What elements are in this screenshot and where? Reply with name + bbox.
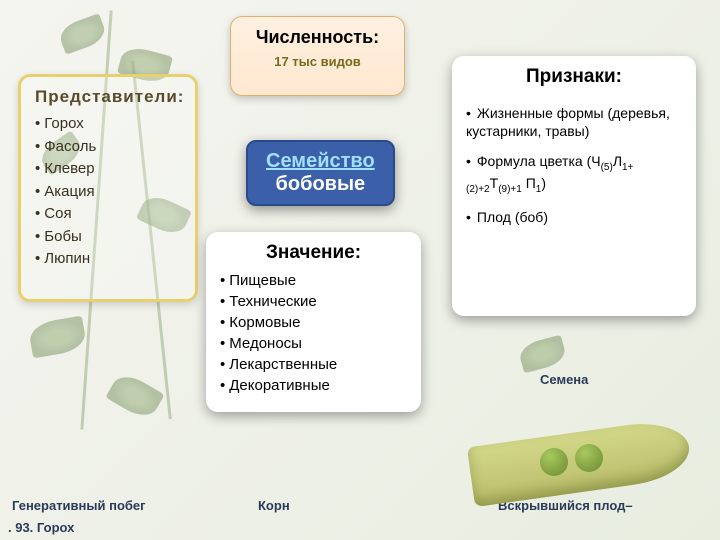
list-item: Клевер: [35, 158, 181, 181]
representatives-list: ГорохФасольКлеверАкацияСояБобыЛюпин: [35, 113, 181, 271]
features-list: Жизненные формы (деревья, кустарники, тр…: [466, 104, 682, 226]
list-item: Горох: [35, 113, 181, 136]
center-family-box: Семейство бобовые: [246, 140, 395, 206]
list-item: Лекарственные: [220, 354, 407, 375]
center-line1[interactable]: Семейство: [266, 150, 375, 172]
features-title: Признаки:: [466, 66, 682, 88]
list-item: Пищевые: [220, 270, 407, 291]
list-item: Кормовые: [220, 312, 407, 333]
representatives-title: Представители:: [35, 87, 181, 107]
list-item: Фасоль: [35, 136, 181, 159]
count-subtitle: 17 тыс видов: [245, 54, 390, 69]
bg-label-root: Корн: [258, 498, 290, 513]
features-box: Признаки: Жизненные формы (деревья, куст…: [452, 56, 696, 316]
bg-label-seeds: Семена: [540, 372, 588, 387]
list-item: Жизненные формы (деревья, кустарники, тр…: [466, 104, 682, 140]
count-box: Численность: 17 тыс видов: [230, 16, 405, 96]
bg-label-fig: . 93. Горох: [8, 520, 74, 535]
list-item: Декоративные: [220, 375, 407, 396]
list-item: Формула цветка (Ч(5)Л1+(2)+2Т(9)+1 П1): [466, 152, 682, 196]
count-title: Численность:: [245, 27, 390, 48]
significance-box: Значение: ПищевыеТехническиеКормовыеМедо…: [206, 232, 421, 412]
significance-list: ПищевыеТехническиеКормовыеМедоносыЛекарс…: [220, 270, 407, 396]
pea-seed: [575, 444, 603, 472]
list-item: Технические: [220, 291, 407, 312]
list-item: Соя: [35, 203, 181, 226]
bg-label-generative: Генеративный побег: [12, 498, 146, 513]
center-line2: бобовые: [276, 173, 366, 195]
list-item: Плод (боб): [466, 208, 682, 226]
list-item: Медоносы: [220, 333, 407, 354]
significance-title: Значение:: [220, 242, 407, 264]
list-item: Акация: [35, 181, 181, 204]
pea-seed: [540, 448, 568, 476]
list-item: Люпин: [35, 248, 181, 271]
list-item: Бобы: [35, 226, 181, 249]
representatives-box: Представители: ГорохФасольКлеверАкацияСо…: [18, 74, 198, 302]
